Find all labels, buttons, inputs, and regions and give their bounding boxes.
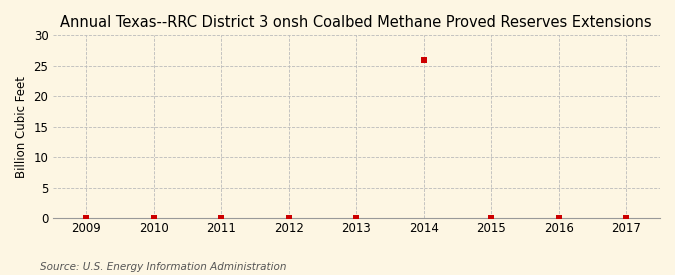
- Point: [351, 216, 362, 220]
- Point: [284, 216, 294, 220]
- Point: [418, 57, 429, 62]
- Text: Source: U.S. Energy Information Administration: Source: U.S. Energy Information Administ…: [40, 262, 287, 272]
- Point: [148, 216, 159, 220]
- Point: [554, 216, 564, 220]
- Y-axis label: Billion Cubic Feet: Billion Cubic Feet: [15, 76, 28, 178]
- Title: Annual Texas--RRC District 3 onsh Coalbed Methane Proved Reserves Extensions: Annual Texas--RRC District 3 onsh Coalbe…: [61, 15, 652, 30]
- Point: [486, 216, 497, 220]
- Point: [81, 216, 92, 220]
- Point: [621, 216, 632, 220]
- Point: [216, 216, 227, 220]
